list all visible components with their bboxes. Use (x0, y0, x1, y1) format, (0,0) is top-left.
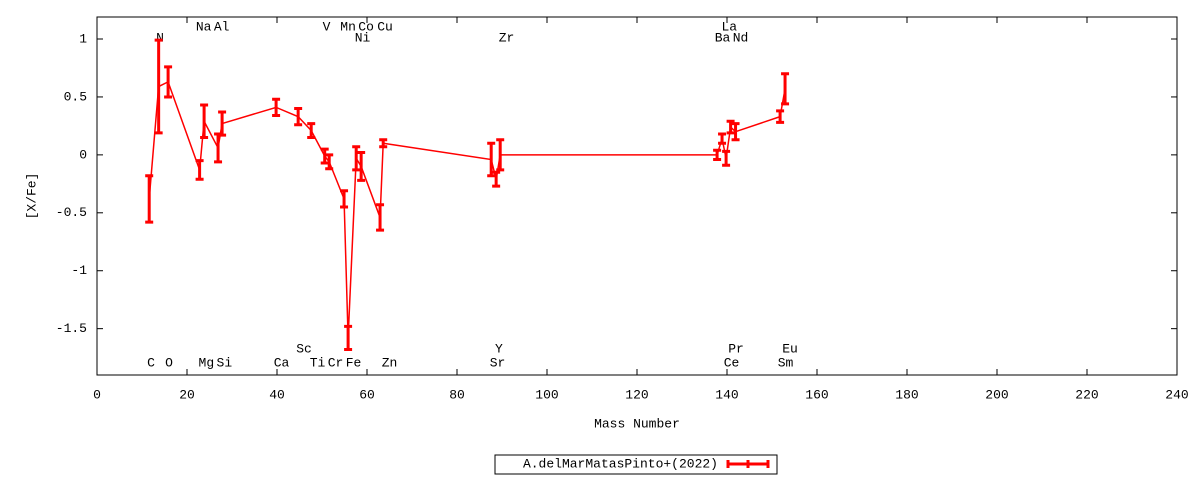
error-bar (352, 145, 361, 172)
y-tick-label: -1 (71, 263, 87, 278)
error-bar (726, 119, 735, 135)
y-axis-label: [X/Fe] (24, 173, 39, 220)
error-bar (145, 174, 154, 224)
legend-label: A.delMarMatasPinto+(2022) (523, 456, 718, 471)
element-label: Na (196, 19, 212, 34)
error-bar (164, 65, 173, 99)
x-tick-label: 20 (179, 387, 195, 402)
element-label: Co (358, 19, 374, 34)
error-bar (781, 72, 790, 106)
error-bar (492, 170, 501, 188)
element-label: Y (495, 341, 503, 356)
element-label: Sm (778, 355, 794, 370)
element-label: Sc (296, 341, 312, 356)
element-label: Ba (715, 30, 731, 45)
error-bar (200, 103, 209, 139)
error-bar (154, 38, 163, 135)
y-tick-label: 1 (79, 31, 87, 46)
x-tick-label: 40 (269, 387, 285, 402)
x-tick-label: 160 (805, 387, 828, 402)
x-tick-label: 240 (1165, 387, 1188, 402)
element-label: Zn (382, 355, 398, 370)
x-tick-label: 60 (359, 387, 375, 402)
error-bar (218, 110, 227, 137)
element-label: Eu (782, 341, 798, 356)
series-line (148, 80, 786, 338)
error-bar (713, 148, 722, 162)
x-tick-label: 180 (895, 387, 918, 402)
x-tick-label: 0 (93, 387, 101, 402)
plot-frame (96, 16, 1178, 376)
y-tick-label: 0.5 (64, 89, 87, 104)
error-bar (325, 153, 334, 171)
element-label: Si (217, 355, 233, 370)
y-tick-label: -0.5 (56, 205, 87, 220)
x-tick-label: 80 (449, 387, 465, 402)
element-label: Sr (490, 355, 506, 370)
x-tick-label: 120 (625, 387, 648, 402)
element-label: Mg (199, 355, 215, 370)
element-label: Mn (340, 19, 356, 34)
legend-box (494, 454, 778, 475)
x-tick-label: 220 (1075, 387, 1098, 402)
x-tick-label: 140 (715, 387, 738, 402)
element-label: Ti (310, 355, 326, 370)
x-tick-label: 200 (985, 387, 1008, 402)
y-tick-label: 0 (79, 147, 87, 162)
error-bar (496, 138, 505, 172)
element-label: Fe (346, 355, 362, 370)
element-label: Cu (377, 19, 393, 34)
error-bar (357, 151, 366, 182)
legend-swatch (726, 460, 770, 468)
element-label: Zr (499, 30, 515, 45)
element-label: Pr (728, 341, 744, 356)
error-bar (320, 147, 329, 165)
element-label: Ca (274, 355, 290, 370)
error-bar (307, 122, 316, 139)
x-axis-label: Mass Number (594, 416, 680, 431)
element-label: Ni (355, 30, 371, 45)
error-bar (344, 324, 353, 352)
error-bar (379, 138, 388, 149)
error-bar (272, 97, 281, 117)
error-bar (718, 132, 727, 145)
element-label: V (323, 19, 331, 34)
error-bar (294, 107, 303, 127)
error-bar (776, 109, 785, 124)
error-bar (731, 122, 740, 142)
y-tick-label: -1.5 (56, 321, 87, 336)
error-bar (722, 149, 731, 167)
x-tick-label: 100 (535, 387, 558, 402)
error-bar (214, 132, 223, 164)
element-label: O (165, 355, 173, 370)
element-label: Al (214, 19, 230, 34)
error-bar (340, 189, 349, 209)
element-label: C (147, 355, 155, 370)
element-label: Nd (733, 30, 749, 45)
element-label: Ce (724, 355, 740, 370)
error-bar (376, 203, 385, 232)
element-label: La (721, 19, 737, 34)
error-bar (195, 159, 204, 181)
element-label: Cr (328, 355, 344, 370)
error-bar (487, 141, 496, 178)
element-label: N (156, 30, 164, 45)
